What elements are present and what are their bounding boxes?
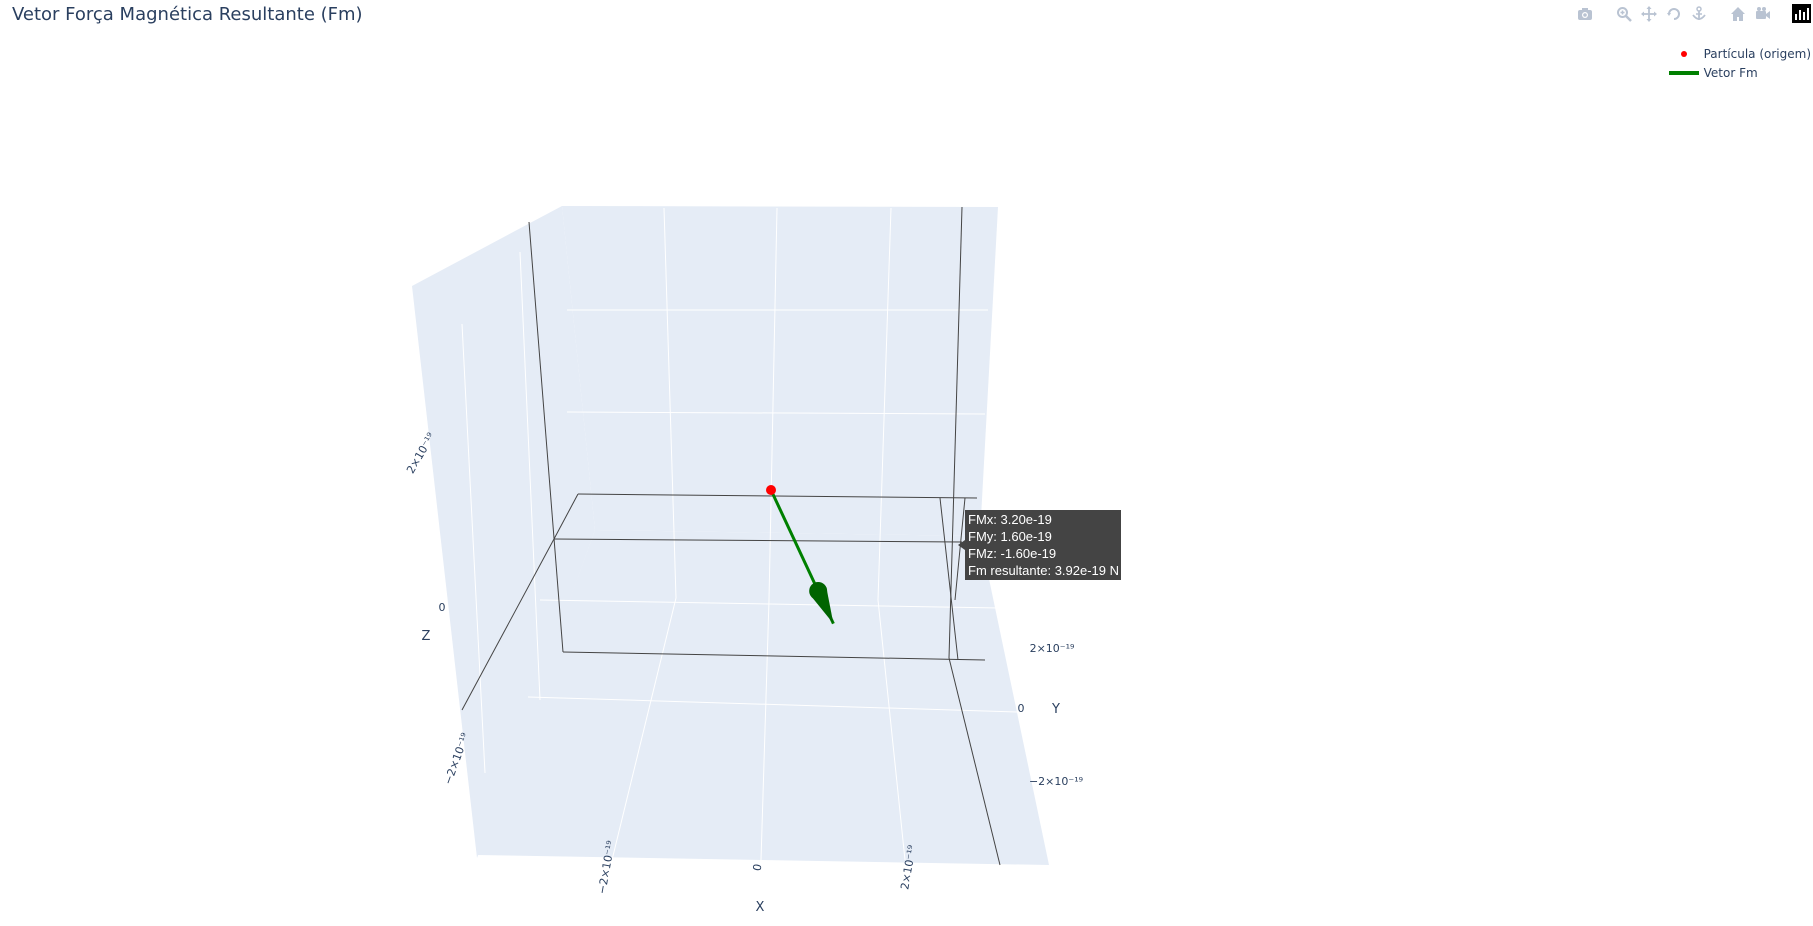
hover-line-fm-resultante: Fm resultante: 3.92e-19 N: [968, 563, 1119, 578]
left-wall-plane: [412, 206, 595, 858]
legend-label: Partícula (origem): [1703, 46, 1811, 61]
y-axis-title: Y: [1051, 702, 1060, 717]
axis-box-lines: [461, 206, 1001, 866]
y-tick-label: 2×10⁻¹⁹: [1030, 642, 1075, 655]
tick-labels: −2×10⁻¹⁹ 0 2×10⁻¹⁹2×10⁻¹⁹0−2×10⁻¹⁹−2×10⁻¹⁹…: [404, 431, 1083, 896]
modebar: [1575, 4, 1811, 23]
y-tick-label: −2×10⁻¹⁹: [1029, 775, 1083, 788]
z-axis-title: Z: [422, 629, 431, 644]
y-tick-label: 0: [1018, 702, 1025, 715]
pan-icon[interactable]: [1639, 4, 1658, 23]
legend-line-icon: [1664, 63, 1704, 82]
floor-plane: [477, 530, 1049, 865]
hover-line-fmy: FMy: 1.60e-19: [968, 529, 1052, 544]
reset-camera-last-save-icon[interactable]: [1753, 4, 1772, 23]
turntable-rotation-icon[interactable]: [1689, 4, 1708, 23]
legend-item-vetor[interactable]: Vetor Fm: [1664, 63, 1811, 82]
hover-tooltip: FMx: 3.20e-19 FMy: 1.60e-19 FMz: -1.60e-…: [958, 510, 1121, 580]
hover-box: [965, 510, 1121, 580]
axis-titles: X Y Z: [422, 629, 1060, 915]
chart-title: Vetor Força Magnética Resultante (Fm): [12, 4, 363, 25]
particle-origin-marker[interactable]: [766, 485, 776, 495]
grid-lines: [461, 207, 1019, 861]
x-axis-title: X: [756, 900, 765, 915]
legend-marker-icon: [1664, 44, 1704, 63]
plotly-logo-icon[interactable]: [1792, 4, 1811, 23]
zoom-icon[interactable]: [1614, 4, 1633, 23]
x-tick-label: 0: [751, 863, 765, 872]
legend: Partícula (origem) Vetor Fm: [1664, 44, 1811, 82]
reset-camera-home-icon[interactable]: [1728, 4, 1747, 23]
hover-line-fmz: FMz: -1.60e-19: [968, 546, 1056, 561]
back-wall-plane: [562, 206, 998, 536]
legend-item-particula[interactable]: Partícula (origem): [1664, 44, 1811, 63]
data-traces[interactable]: [766, 485, 835, 625]
vector-fm-cone-base: [809, 581, 828, 600]
hover-line-fmx: FMx: 3.20e-19: [968, 512, 1052, 527]
hover-pointer-icon: [958, 540, 965, 550]
camera-icon[interactable]: [1575, 4, 1594, 23]
z-tick-label: 0: [439, 601, 446, 614]
orbit-rotation-icon[interactable]: [1664, 4, 1683, 23]
legend-label: Vetor Fm: [1703, 65, 1758, 80]
